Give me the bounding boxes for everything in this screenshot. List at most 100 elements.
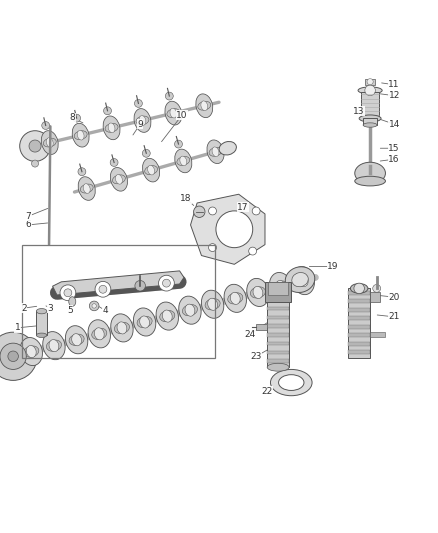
Ellipse shape xyxy=(196,94,213,118)
Bar xyxy=(348,291,370,295)
Ellipse shape xyxy=(230,292,240,304)
Text: 18: 18 xyxy=(180,194,192,203)
Ellipse shape xyxy=(269,272,292,301)
Ellipse shape xyxy=(296,275,311,286)
Ellipse shape xyxy=(285,267,315,293)
Text: 11: 11 xyxy=(389,80,400,89)
Ellipse shape xyxy=(20,337,42,366)
Bar xyxy=(268,282,288,295)
Bar xyxy=(361,92,379,118)
Text: 22: 22 xyxy=(261,387,273,396)
Bar xyxy=(267,351,289,354)
Circle shape xyxy=(32,160,39,167)
Ellipse shape xyxy=(140,316,149,328)
Ellipse shape xyxy=(207,140,224,164)
Ellipse shape xyxy=(145,166,158,175)
Bar xyxy=(370,292,380,302)
Ellipse shape xyxy=(350,284,368,293)
Circle shape xyxy=(365,85,375,96)
Ellipse shape xyxy=(177,157,190,165)
Ellipse shape xyxy=(41,131,58,155)
Circle shape xyxy=(194,206,205,217)
Ellipse shape xyxy=(165,101,182,125)
Ellipse shape xyxy=(209,147,222,156)
Bar xyxy=(267,333,289,336)
Ellipse shape xyxy=(363,123,377,127)
Ellipse shape xyxy=(110,167,127,191)
Bar xyxy=(348,325,370,329)
Circle shape xyxy=(110,158,118,166)
Ellipse shape xyxy=(108,123,115,133)
Text: 3: 3 xyxy=(47,304,53,313)
Text: 6: 6 xyxy=(25,220,32,229)
Bar xyxy=(365,78,375,85)
Circle shape xyxy=(29,140,41,152)
Circle shape xyxy=(166,92,173,100)
Circle shape xyxy=(92,304,96,308)
Ellipse shape xyxy=(80,184,93,193)
Text: 1: 1 xyxy=(14,324,21,332)
Ellipse shape xyxy=(201,101,208,111)
Text: 14: 14 xyxy=(389,119,400,128)
Ellipse shape xyxy=(88,320,110,348)
Circle shape xyxy=(249,247,257,255)
Ellipse shape xyxy=(72,334,81,346)
Ellipse shape xyxy=(105,124,118,132)
Ellipse shape xyxy=(46,340,61,351)
Bar xyxy=(267,324,289,328)
Text: 21: 21 xyxy=(389,312,400,321)
Ellipse shape xyxy=(156,302,178,330)
Ellipse shape xyxy=(251,287,265,298)
Ellipse shape xyxy=(114,322,130,334)
Ellipse shape xyxy=(43,332,65,360)
Polygon shape xyxy=(191,194,265,264)
Bar xyxy=(348,288,370,359)
Circle shape xyxy=(159,275,174,291)
Bar xyxy=(267,307,289,310)
Bar xyxy=(348,342,370,346)
Circle shape xyxy=(64,289,72,297)
Circle shape xyxy=(142,149,150,157)
Bar xyxy=(267,302,289,367)
Ellipse shape xyxy=(136,116,149,125)
Ellipse shape xyxy=(77,131,84,140)
Circle shape xyxy=(20,131,50,161)
Bar xyxy=(22,245,215,359)
Ellipse shape xyxy=(139,116,146,125)
Circle shape xyxy=(216,211,253,248)
Ellipse shape xyxy=(253,286,263,298)
Ellipse shape xyxy=(142,158,160,182)
Circle shape xyxy=(0,332,37,381)
Ellipse shape xyxy=(36,333,47,337)
Ellipse shape xyxy=(43,138,56,147)
Circle shape xyxy=(8,351,18,361)
Text: 9: 9 xyxy=(137,119,143,128)
Bar xyxy=(348,333,370,337)
Ellipse shape xyxy=(72,123,89,147)
Ellipse shape xyxy=(358,87,382,94)
Ellipse shape xyxy=(94,328,104,340)
Circle shape xyxy=(60,285,76,301)
Ellipse shape xyxy=(271,369,312,395)
Circle shape xyxy=(208,207,216,215)
Ellipse shape xyxy=(180,156,187,166)
Ellipse shape xyxy=(26,345,36,358)
Bar xyxy=(348,308,370,312)
Ellipse shape xyxy=(175,149,192,173)
Ellipse shape xyxy=(137,317,152,328)
Circle shape xyxy=(354,283,364,294)
Ellipse shape xyxy=(292,272,308,287)
Ellipse shape xyxy=(179,296,201,324)
Ellipse shape xyxy=(247,278,269,306)
Ellipse shape xyxy=(198,101,211,110)
Ellipse shape xyxy=(359,115,381,122)
Bar xyxy=(265,282,291,302)
Text: 10: 10 xyxy=(176,111,187,120)
Ellipse shape xyxy=(111,314,133,342)
Ellipse shape xyxy=(69,334,84,345)
Bar xyxy=(267,316,289,319)
Ellipse shape xyxy=(69,297,76,306)
Bar xyxy=(256,324,267,330)
Circle shape xyxy=(95,281,111,297)
Ellipse shape xyxy=(182,304,198,316)
